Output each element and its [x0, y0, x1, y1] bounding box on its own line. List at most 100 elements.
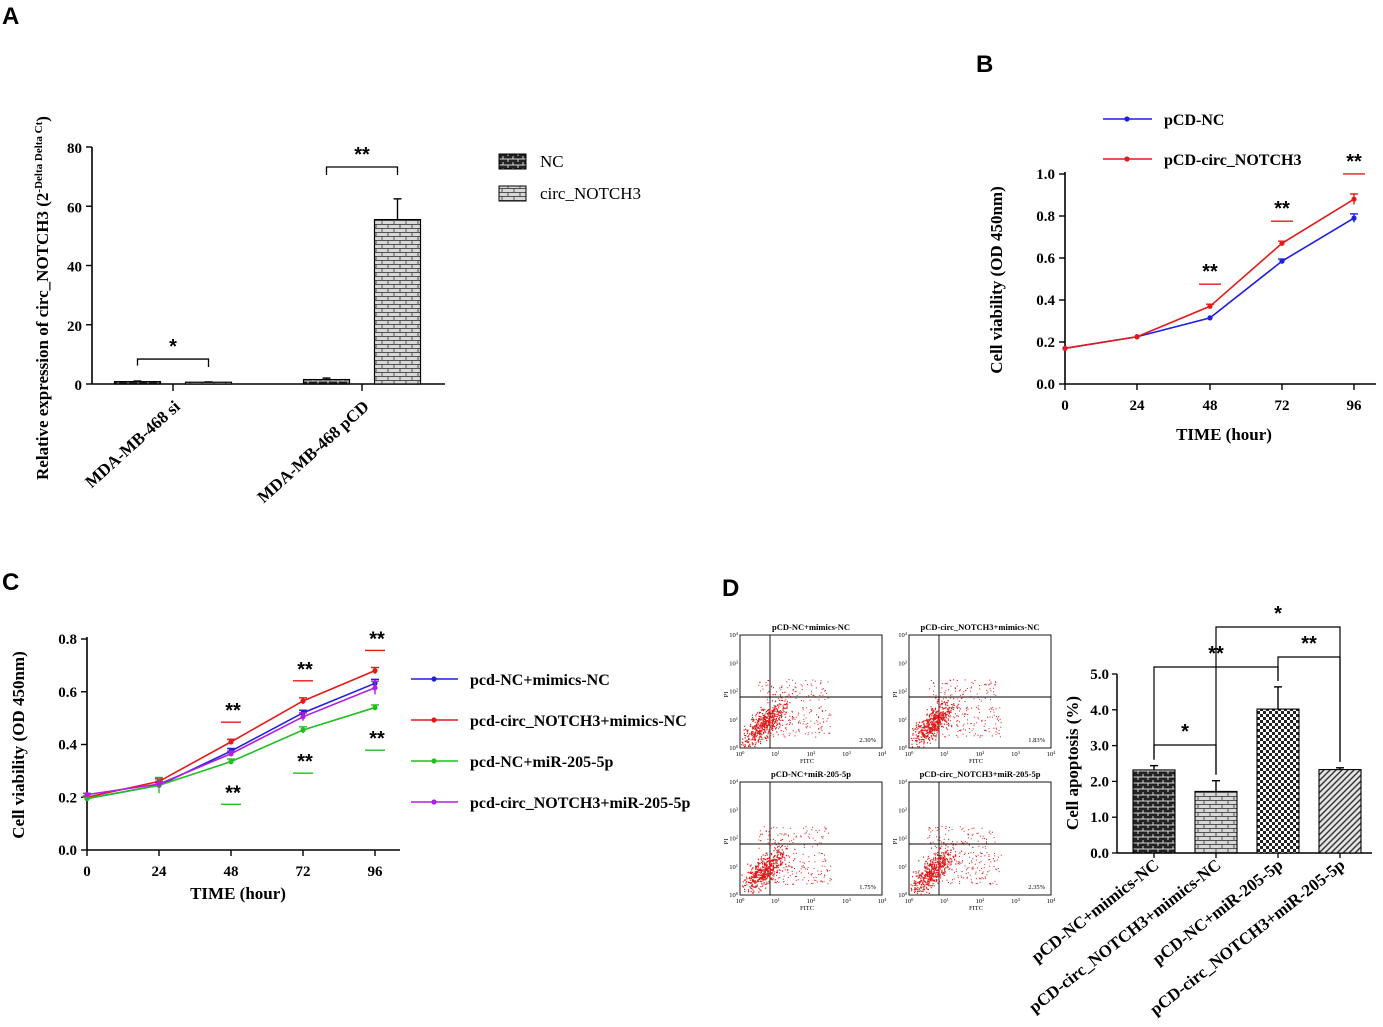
significance-label: * — [1181, 721, 1189, 743]
x-tick-label: MDA-MB-468 pCD — [254, 397, 373, 507]
panel-a-marks: *** — [113, 144, 422, 385]
flow-tick-exponent: 2 — [982, 750, 984, 755]
flow-plot: pCD-circ_NOTCH3+mimics-NC100100101101102… — [892, 622, 1056, 765]
flow-y-tick-label: 100 — [898, 744, 908, 753]
data-point — [372, 685, 378, 691]
y-tick-label: 2.0 — [1090, 774, 1109, 790]
y-tick-label: 0.4 — [58, 738, 77, 754]
significance-label: ** — [354, 144, 370, 166]
legend-label: pcd-NC+mimics-NC — [470, 672, 610, 689]
y-tick-label: 0.2 — [58, 790, 77, 806]
flow-x-tick-label: 101 — [940, 750, 949, 759]
significance-label: ** — [369, 628, 385, 650]
flow-tick-exponent: 1 — [736, 862, 738, 867]
significance-label: ** — [225, 700, 241, 722]
bar-pCD-NC+miR-205-5p — [1256, 708, 1300, 854]
y-tick-label: 0.0 — [58, 843, 77, 859]
flow-tick-exponent: 1 — [905, 715, 907, 720]
y-tick-label: 4.0 — [1090, 703, 1109, 719]
flow-tick-exponent: 1 — [905, 862, 907, 867]
panel-b-legend: pCD-NC pCD-circ_NOTCH3 — [1103, 112, 1301, 169]
flow-tick-exponent: 1 — [778, 897, 780, 902]
flow-tick-exponent: 0 — [736, 744, 739, 749]
flow-plot: pCD-NC+mimics-NC100100101101102102103103… — [723, 622, 887, 765]
x-tick-label: 0 — [1061, 398, 1069, 414]
flow-tick-exponent: 4 — [736, 778, 739, 783]
significance-label: ** — [369, 728, 385, 750]
x-tick-label: 24 — [152, 864, 168, 880]
x-tick-label: 0 — [83, 864, 91, 880]
bar-pCD-circ_NOTCH3+miR-205-5p — [1318, 769, 1362, 854]
x-tick-label: MDA-MB-468 si — [81, 397, 183, 492]
data-point — [156, 781, 162, 787]
bar-NC — [113, 381, 162, 385]
flow-y-tick-label: 101 — [729, 862, 738, 871]
panel-c: C Cell viability (OD 450nm) TIME (hour) … — [2, 569, 690, 903]
flow-plot-title: pCD-circ_NOTCH3+miR-205-5p — [920, 769, 1041, 779]
data-point — [372, 668, 378, 674]
flow-y-tick-label: 103 — [898, 659, 908, 668]
flow-y-axis-label: PI — [892, 839, 899, 845]
flow-y-tick-label: 104 — [898, 778, 908, 787]
y-tick-label: 3.0 — [1090, 739, 1109, 755]
significance-bracket — [136, 358, 210, 368]
data-point — [300, 698, 306, 704]
flow-x-tick-label: 104 — [878, 897, 888, 906]
flow-plot-title: pCD-NC+mimics-NC — [772, 622, 850, 632]
bar-NC — [302, 378, 351, 385]
flow-tick-exponent: 4 — [884, 750, 887, 755]
legend-marker — [431, 676, 437, 682]
flow-y-tick-label: 100 — [729, 744, 739, 753]
flow-tick-exponent: 1 — [947, 750, 949, 755]
bar-pCD-NC+mimics-NC — [1132, 769, 1176, 854]
significance-label: ** — [1202, 261, 1218, 283]
flow-x-tick-label: 101 — [940, 897, 949, 906]
data-point — [372, 704, 378, 711]
data-point — [228, 751, 234, 757]
panel-b-ylabel: Cell viability (OD 450nm) — [987, 186, 1006, 373]
y-tick-label: 0.2 — [1036, 335, 1055, 351]
panel-b: B Cell viability (OD 450nm) TIME (hour) … — [976, 51, 1376, 444]
flow-y-tick-label: 102 — [898, 687, 907, 696]
panel-b-marks: ** ** ** — [1062, 151, 1365, 351]
flow-x-tick-label: 103 — [1011, 750, 1021, 759]
flow-tick-exponent: 2 — [813, 750, 815, 755]
flow-tick-exponent: 2 — [736, 687, 738, 692]
data-point — [1207, 303, 1213, 309]
flow-tick-exponent: 2 — [905, 687, 907, 692]
data-point — [228, 759, 234, 765]
significance-bracket — [325, 166, 399, 175]
y-tick-label: 0 — [75, 378, 83, 394]
panel-b-label: B — [976, 51, 993, 78]
flow-tick-exponent: 0 — [742, 897, 745, 902]
flow-x-tick-label: 102 — [807, 897, 816, 906]
flow-y-tick-label: 104 — [898, 631, 908, 640]
y-tick-label: 60 — [67, 200, 82, 216]
panel-b-xlabel: TIME (hour) — [1176, 425, 1272, 444]
panel-d: D pCD-NC+mimics-NC1001001011011021021031… — [722, 575, 1372, 1019]
flow-quadrant-percent: 1.83% — [1028, 737, 1045, 744]
flow-events — [911, 679, 1002, 748]
flow-tick-exponent: 2 — [982, 897, 984, 902]
flow-x-tick-label: 102 — [976, 750, 985, 759]
legend-label: pCD-circ_NOTCH3 — [1164, 152, 1301, 169]
legend-label: pcd-circ_NOTCH3+mimics-NC — [470, 713, 687, 730]
flow-y-tick-label: 103 — [729, 806, 739, 815]
flow-tick-exponent: 0 — [736, 891, 739, 896]
flow-y-axis-label: PI — [723, 692, 730, 698]
flow-tick-exponent: 3 — [849, 750, 852, 755]
flow-tick-exponent: 2 — [736, 834, 738, 839]
flow-quadrant-percent: 2.35% — [1028, 884, 1045, 891]
flow-x-tick-label: 100 — [736, 897, 746, 906]
data-point — [1351, 196, 1357, 202]
data-point — [228, 739, 234, 745]
panel-c-label: C — [2, 569, 19, 596]
flow-quadrant-percent: 1.75% — [859, 884, 876, 891]
series-line-pcd-circ_NOTCH3+mimics-NC — [86, 669, 376, 799]
flow-quadrant-percent: 2.30% — [859, 737, 876, 744]
y-tick-label: 1.0 — [1036, 167, 1055, 183]
panel-b-axes: 0.0 0.2 0.4 0.6 0.8 1.0 0 24 48 72 96 — [1036, 167, 1376, 414]
x-tick-label: 96 — [1347, 398, 1363, 414]
significance-label: ** — [1346, 151, 1362, 173]
